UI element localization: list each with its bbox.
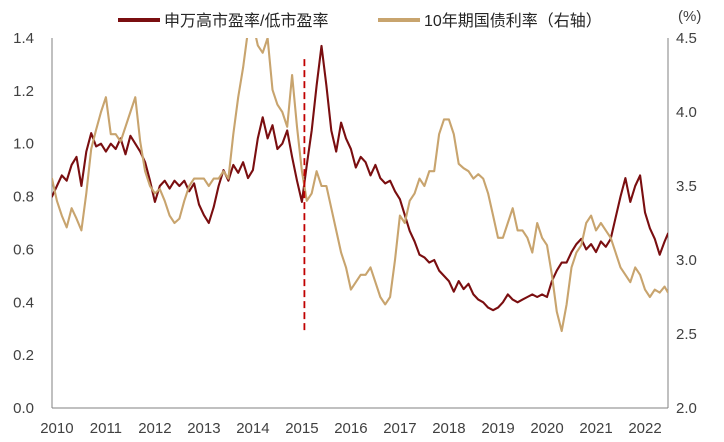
- x-tick-label: 2015: [285, 420, 318, 437]
- right-y-tick-label: 3.0: [676, 252, 697, 269]
- x-tick-label: 2011: [90, 420, 122, 437]
- series-lines: [52, 38, 668, 333]
- tick-labels: 2010 2011 2012 2013 2014 2015 2016 2017 2018 2019…: [13, 30, 697, 437]
- series-line-10y-treasury-yield: [52, 38, 668, 333]
- x-tick-label: 2022: [628, 420, 661, 437]
- legend: 申万高市盈率/低市盈率 10年期国债利率（右轴）: [118, 12, 602, 30]
- x-tick-label: 2017: [383, 420, 416, 437]
- legend-item-bond-yield: 10年期国债利率（右轴）: [378, 12, 602, 30]
- x-tick-label: 2013: [187, 420, 220, 437]
- legend-item-pe-ratio: 申万高市盈率/低市盈率: [118, 12, 328, 30]
- left-y-tick-label: 0.8: [13, 189, 34, 206]
- right-y-tick-label: 2.5: [676, 326, 697, 343]
- axes: [51, 38, 669, 409]
- legend-label-bond-yield: 10年期国债利率（右轴）: [424, 12, 602, 30]
- right-y-tick-label: 4.5: [676, 30, 697, 47]
- right-y-tick-label: 4.0: [676, 104, 697, 121]
- x-tick-label: 2021: [579, 420, 612, 437]
- x-tick-label: 2014: [236, 420, 269, 437]
- x-tick-label: 2012: [138, 420, 171, 437]
- x-tick-label: 2016: [334, 420, 367, 437]
- series-line-high-low-pe-ratio: [52, 44, 668, 312]
- left-y-tick-label: 1.0: [13, 136, 34, 153]
- right-axis-unit-label: (%): [678, 8, 701, 25]
- left-y-tick-label: 0.6: [13, 241, 34, 258]
- right-y-tick-label: 3.5: [676, 178, 697, 195]
- left-y-tick-label: 0.0: [13, 400, 34, 417]
- right-y-tick-label: 2.0: [676, 400, 697, 417]
- x-tick-label: 2019: [481, 420, 514, 437]
- left-y-tick-label: 1.2: [13, 83, 34, 100]
- x-tick-label: 2020: [530, 420, 563, 437]
- left-y-tick-label: 0.2: [13, 347, 34, 364]
- left-y-tick-label: 1.4: [13, 30, 34, 47]
- x-tick-label: 2018: [432, 420, 465, 437]
- x-tick-label: 2010: [40, 420, 73, 437]
- legend-label-pe-ratio: 申万高市盈率/低市盈率: [164, 12, 328, 30]
- left-y-tick-label: 0.4: [13, 294, 34, 311]
